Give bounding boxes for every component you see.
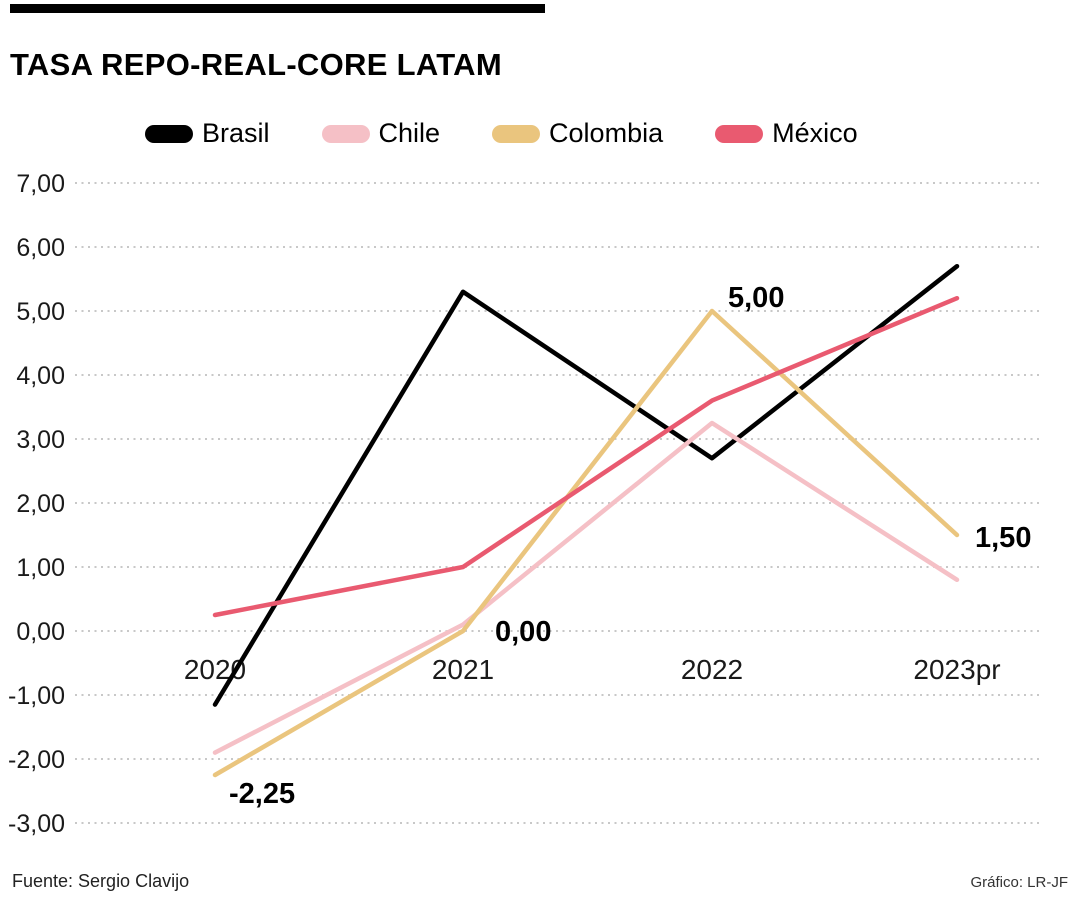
y-axis-tick-label: 7,00: [16, 170, 65, 198]
title-accent-bar: [10, 4, 545, 13]
y-axis-tick-label: -2,00: [8, 746, 65, 774]
y-axis-tick-label: -3,00: [8, 810, 65, 838]
y-axis-tick-label: 1,00: [16, 554, 65, 582]
legend: Brasil Chile Colombia México: [145, 118, 858, 149]
series-line-chile: [212, 420, 960, 755]
y-axis-tick-label: 5,00: [16, 298, 65, 326]
y-axis-tick-label: 4,00: [16, 362, 65, 390]
legend-swatch-colombia: [492, 124, 541, 143]
legend-item-colombia: Colombia: [492, 118, 663, 149]
series-line-colombia: [212, 308, 960, 778]
y-axis-tick-label: 3,00: [16, 426, 65, 454]
legend-swatch-brasil: [145, 124, 193, 143]
legend-item-chile: Chile: [321, 118, 441, 149]
legend-label: Colombia: [549, 118, 664, 148]
data-label: -2,25: [229, 778, 295, 810]
legend-item-brasil: Brasil: [145, 118, 270, 149]
x-axis-tick-label: 2021: [432, 654, 494, 685]
series-line-brasil: [212, 263, 960, 707]
y-axis-tick-label: 0,00: [16, 618, 65, 646]
x-axis-tick-label: 2022: [681, 654, 743, 685]
legend-item-mexico: México: [715, 118, 858, 149]
source-text: Fuente: Sergio Clavijo: [12, 871, 190, 891]
chart-area: 7,00 6,00 5,00 4,00 3,00 2,00 1,00 0,00 -1,00 -2,…: [0, 160, 1080, 855]
data-label: 0,00: [495, 616, 551, 648]
y-axis-tick-label: 2,00: [16, 490, 65, 518]
credit-text: Gráfico: LR-JF: [970, 874, 1068, 891]
series-line-mexico: [212, 295, 960, 618]
legend-swatch-mexico: [715, 124, 764, 143]
y-axis-tick-label: -1,00: [8, 682, 65, 710]
y-axis-tick-label: 6,00: [16, 234, 65, 262]
data-label: 5,00: [728, 282, 784, 314]
legend-label: México: [772, 118, 858, 148]
line-chart: 7,00 6,00 5,00 4,00 3,00 2,00 1,00 0,00 -1,00 -2,…: [8, 170, 1040, 838]
legend-label: Brasil: [202, 118, 270, 148]
x-axis-tick-label: 2023pr: [913, 654, 1000, 685]
data-label: 1,50: [975, 522, 1031, 554]
page-title: TASA REPO-REAL-CORE LATAM: [10, 46, 502, 82]
legend-label: Chile: [378, 118, 441, 148]
footer: Fuente: Sergio Clavijo Gráfico: LR-JF: [12, 871, 1068, 892]
legend-swatch-chile: [321, 124, 370, 143]
